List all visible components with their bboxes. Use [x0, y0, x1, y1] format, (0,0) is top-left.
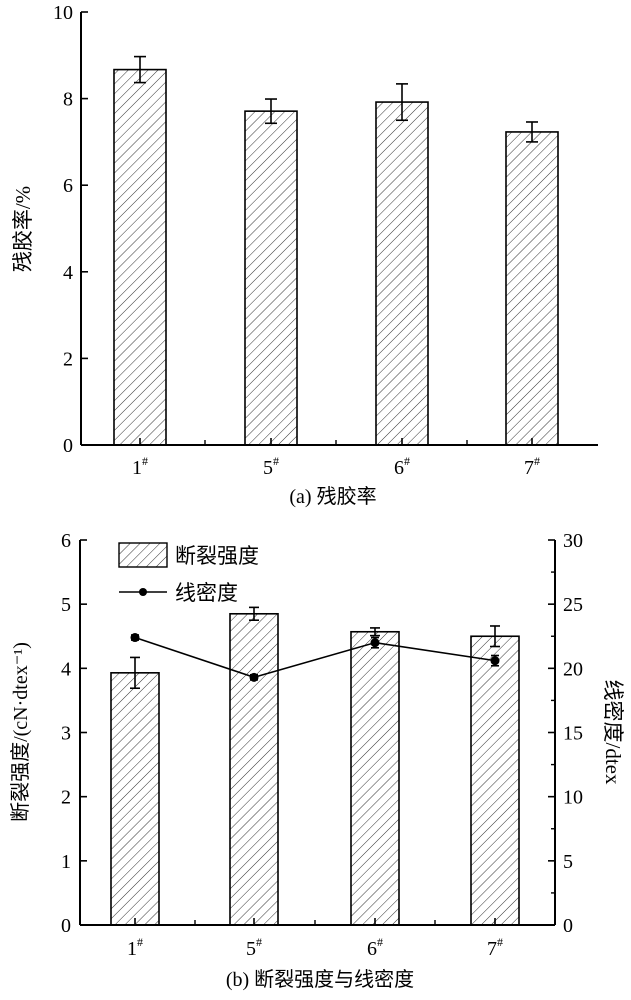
bar-5: [229, 612, 279, 926]
error-bar-7: [526, 121, 538, 143]
x-tick-label: 6#: [367, 935, 383, 960]
y-tick-label: 4: [63, 262, 73, 284]
x-tick-label: 7#: [487, 935, 503, 960]
caption-b: (b) 断裂强度与线密度: [226, 968, 414, 991]
bar-5: [244, 110, 298, 446]
y-tick-label-right: 5: [563, 851, 573, 873]
y-tick-label-right: 30: [563, 530, 583, 552]
line-series-linear-density: [134, 636, 496, 679]
bar-error-bar-5: [249, 606, 259, 622]
line-point-7: [490, 656, 500, 666]
line-point-1: [130, 633, 140, 643]
y-tick-label: 10: [53, 2, 73, 24]
x-tick-label: 7#: [524, 454, 540, 479]
caption-a: (a) 残胶率: [289, 485, 376, 508]
bar-6: [350, 630, 400, 926]
y-axis-label: 残胶率/%: [11, 186, 35, 272]
x-tick-label: 1#: [132, 454, 148, 479]
y-tick-label-right: 25: [563, 594, 583, 616]
y-tick-label: 2: [63, 348, 73, 370]
y-tick-label-left: 1: [61, 851, 71, 873]
x-tick-label: 6#: [394, 454, 410, 479]
x-tick-label: 5#: [246, 935, 262, 960]
bar-error-bar-6: [370, 627, 380, 637]
y-tick-label-right: 0: [563, 915, 573, 937]
y-tick-label: 6: [63, 175, 73, 197]
legend-swatch-marker: [139, 588, 147, 596]
y-tick-label-left: 3: [61, 723, 71, 745]
y-tick-label-left: 6: [61, 530, 71, 552]
bar-error-bar-1: [130, 656, 140, 690]
y-tick-label-right: 20: [563, 658, 583, 680]
error-bar-5: [265, 98, 277, 125]
bar-1: [110, 672, 160, 926]
y-tick-label: 8: [63, 89, 73, 111]
legend-swatch-bar: [118, 542, 168, 568]
y-tick-label-left: 2: [61, 787, 71, 809]
y-tick-label: 0: [63, 435, 73, 457]
error-bar-6: [396, 83, 408, 122]
error-bar-1: [134, 55, 146, 84]
legend-label-bar: 断裂强度: [175, 544, 259, 568]
legend-label-line: 线密度: [175, 581, 238, 605]
y-axis-label-right: 线密度/dtex: [601, 680, 625, 785]
bar-6: [375, 101, 429, 446]
line-point-5: [249, 672, 259, 682]
x-tick-label: 5#: [263, 454, 279, 479]
line-point-6: [370, 638, 380, 648]
x-tick-label: 1#: [127, 935, 143, 960]
y-tick-label-left: 4: [61, 658, 71, 680]
y-tick-label-left: 0: [61, 915, 71, 937]
bar-7: [505, 131, 559, 446]
bar-1: [113, 68, 167, 446]
bar-7: [470, 635, 520, 926]
bar-error-bar-7: [490, 625, 500, 648]
y-tick-label-right: 10: [563, 787, 583, 809]
y-tick-label-left: 5: [61, 594, 71, 616]
y-axis-label-left: 断裂强度/(cN·dtex⁻¹): [9, 642, 32, 822]
y-tick-label-right: 15: [563, 723, 583, 745]
